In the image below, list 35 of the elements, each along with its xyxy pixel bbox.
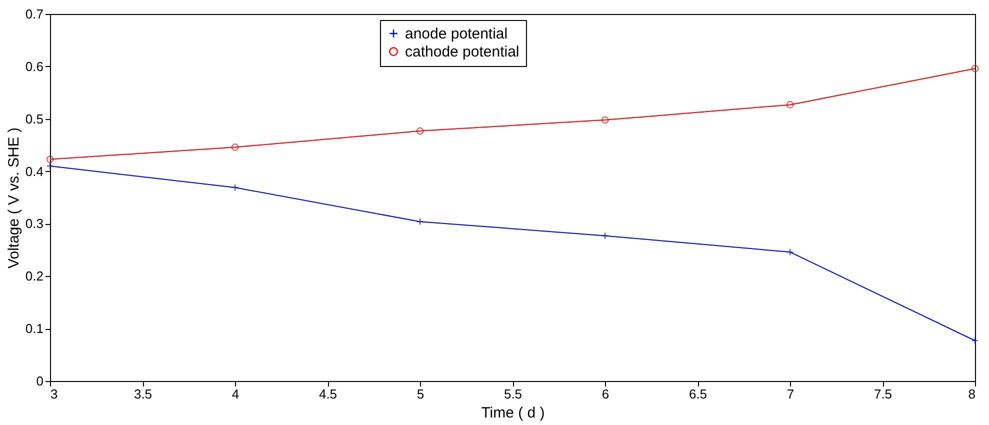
y-tick-label: 0.3 [25, 216, 44, 232]
y-tick-label: 0.2 [25, 268, 44, 284]
x-tick-label: 4.5 [318, 386, 338, 402]
x-tick-label: 6.5 [688, 386, 708, 402]
point [231, 144, 239, 151]
point [46, 156, 54, 163]
y-tick-label: 0.5 [25, 111, 44, 126]
x-tick-label: 4 [232, 386, 240, 402]
x-tick-label: 3 [50, 386, 58, 402]
point [786, 248, 794, 256]
point [786, 101, 794, 108]
point [416, 127, 424, 135]
legend-label: cathode potential [405, 44, 520, 60]
y-tick-label: 0 [36, 374, 44, 388]
y-axis-title: Voltage ( V vs. SHE ) [5, 128, 22, 268]
x-tick-label: 3.5 [134, 386, 152, 402]
point [601, 232, 609, 240]
x-tick-label: 6 [602, 386, 610, 402]
legend-label: anode potential [405, 26, 508, 42]
y-tick-label: 0.7 [25, 6, 44, 22]
x-tick-label: 8 [968, 386, 976, 402]
y-tick-label: 0.1 [25, 321, 44, 336]
point [971, 336, 979, 344]
point [46, 162, 54, 170]
point [601, 116, 609, 124]
x-axis-title: Time ( d ) [481, 404, 545, 422]
point [971, 64, 979, 72]
x-tick-label: 7 [786, 386, 794, 402]
y-tick-label: 0.4 [25, 164, 44, 179]
x-tick-label: 5 [416, 386, 424, 402]
x-tick-label: 5.5 [504, 386, 522, 402]
x-tick-label: 7.5 [874, 386, 892, 402]
y-tick-label: 0.6 [25, 58, 44, 74]
point [231, 184, 239, 192]
point [416, 218, 424, 226]
